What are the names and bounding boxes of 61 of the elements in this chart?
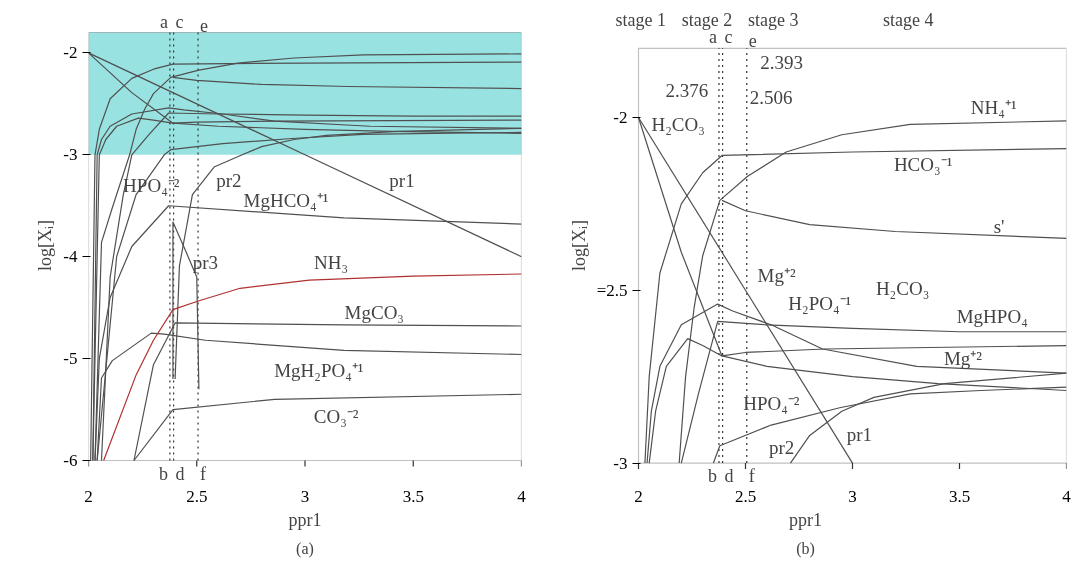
annotation: pr2 — [769, 437, 795, 459]
x-axis-title: ppr1 — [288, 509, 322, 530]
y-tick-label: =2.5 — [596, 280, 628, 300]
y-tick-label: -3 — [63, 145, 78, 165]
annotation: NH₄⁺¹ — [970, 96, 1017, 118]
text: (a) — [296, 539, 314, 558]
x-tick-label: 2.5 — [734, 486, 757, 506]
y-tick-label: -3 — [613, 453, 628, 473]
y-tick-label: -5 — [63, 349, 78, 369]
text: f — [200, 463, 207, 484]
annotation: H₂CO₃ — [875, 278, 930, 300]
text: d — [724, 466, 734, 487]
text: f — [748, 466, 755, 487]
y-tick-label: -4 — [63, 247, 78, 267]
x-tick-label: 2.5 — [186, 486, 208, 506]
y-axis-title: log[Xᵢ] — [35, 220, 56, 271]
text: stage 4 — [882, 10, 934, 31]
annotation: 2.506 — [749, 86, 793, 108]
text: stage 1 — [615, 10, 666, 31]
annotation: MgH₂PO₄⁺¹ — [274, 360, 364, 382]
annotation: HPO₄⁻² — [743, 393, 800, 415]
ref-line-label: e — [748, 31, 757, 52]
x-tick-label: 4 — [517, 486, 527, 506]
annotation: MgHCO₄⁺¹ — [243, 190, 329, 212]
y-tick-label: -6 — [63, 451, 78, 470]
annotation: Mg⁺² — [943, 348, 983, 370]
text: b — [707, 466, 717, 487]
x-tick-label: 4 — [1062, 486, 1072, 506]
x-tick-label: 3.5 — [948, 486, 971, 506]
annotation: HCO₃⁻¹ — [893, 153, 953, 175]
text: (b) — [796, 539, 815, 558]
annotation: MgHPO₄ — [956, 306, 1028, 328]
annotation: pr1 — [389, 169, 415, 191]
x-tick-label: 2 — [634, 486, 643, 506]
y-axis-title: log[Xᵢ] — [568, 220, 589, 271]
x-tick-label: 3 — [300, 486, 310, 506]
annotation: pr2 — [216, 169, 242, 191]
x-tick-label: 3 — [848, 486, 857, 506]
annotation: pr1 — [846, 423, 873, 445]
ref-line-label: a — [159, 11, 168, 32]
x-tick-label: 3.5 — [402, 486, 424, 506]
ref-line-label: e — [200, 15, 209, 36]
y-tick-label: -2 — [613, 107, 628, 127]
annotation: NH₃ — [313, 252, 349, 274]
annotation: s' — [993, 216, 1005, 238]
annotation: pr3 — [192, 252, 219, 274]
ref-line-label: c — [175, 11, 184, 32]
annotation: H₂CO₃ — [651, 113, 705, 135]
annotation: H₂PO₄⁻¹ — [788, 293, 852, 315]
annotation: MgCO₃ — [344, 302, 404, 324]
annotation: 2.376 — [665, 79, 709, 101]
annotation: CO₃⁻² — [313, 406, 359, 428]
text: stage 3 — [748, 10, 799, 31]
ref-line-label: c — [724, 27, 733, 48]
text: b — [158, 463, 168, 484]
x-axis-title: ppr1 — [789, 509, 822, 530]
annotation: Mg⁺² — [757, 264, 796, 286]
text: d — [175, 463, 185, 484]
annotation: 2.393 — [760, 51, 804, 73]
x-tick-label: 2 — [84, 486, 93, 506]
y-tick-label: -2 — [63, 43, 78, 63]
